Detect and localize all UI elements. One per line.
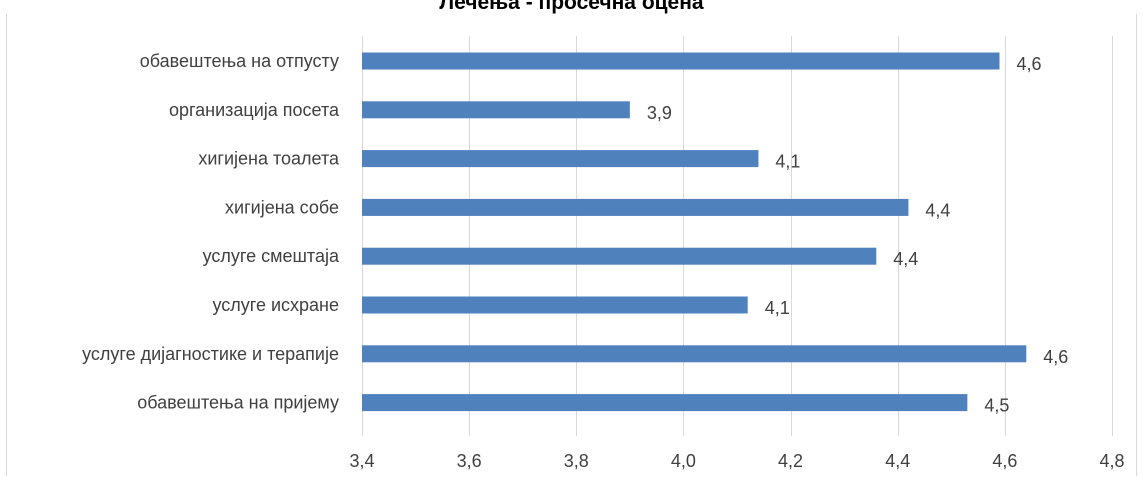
bar: [362, 247, 877, 265]
bar: [362, 52, 1000, 70]
data-label: 4,4: [925, 200, 950, 220]
category-label: обавештења на отпусту: [140, 51, 339, 71]
chart-title: Лечења - просечна оцена: [439, 0, 704, 14]
x-tick-label: 4,4: [885, 451, 910, 471]
x-tick-label: 4,8: [1099, 451, 1124, 471]
bars: [362, 52, 1027, 412]
bar: [362, 198, 909, 216]
data-label: 4,1: [775, 152, 800, 172]
x-tick-label: 4,6: [992, 451, 1017, 471]
x-tick-label: 3,4: [349, 451, 374, 471]
x-tick-label: 4,2: [778, 451, 803, 471]
bar: [362, 345, 1027, 363]
x-tick-label: 3,6: [457, 451, 482, 471]
category-label: обавештења на пријему: [137, 393, 339, 413]
data-label: 4,5: [984, 396, 1009, 416]
category-label: организација посета: [169, 100, 340, 120]
chart-frame: [6, 14, 1137, 476]
bar: [362, 150, 759, 168]
bar: [362, 296, 748, 314]
x-axis-ticks: 3,4 3,6 3,8 4,0 4,2 4,4 4,6 4,8: [349, 451, 1124, 471]
data-label: 4,4: [893, 249, 918, 269]
data-label: 3,9: [647, 103, 672, 123]
category-label: услуге исхране: [212, 295, 339, 315]
bar: [362, 101, 630, 119]
category-label: услуге смештаја: [203, 246, 340, 266]
category-labels: обавештења на отпусту организација посета…: [82, 51, 340, 413]
category-label: услуге дијагностике и терапије: [82, 344, 339, 364]
x-tick-label: 3,8: [564, 451, 589, 471]
category-label: хигијена тоалета: [198, 149, 340, 169]
data-label: 4,6: [1043, 347, 1068, 367]
category-label: хигијена собе: [225, 197, 339, 217]
data-labels: 4,6 3,9 4,1 4,4 4,4 4,1 4,6 4,5: [647, 54, 1068, 416]
x-tick-label: 4,0: [671, 451, 696, 471]
data-label: 4,6: [1017, 54, 1042, 74]
bar: [362, 394, 968, 412]
gridlines: [362, 36, 1113, 436]
data-label: 4,1: [765, 298, 790, 318]
